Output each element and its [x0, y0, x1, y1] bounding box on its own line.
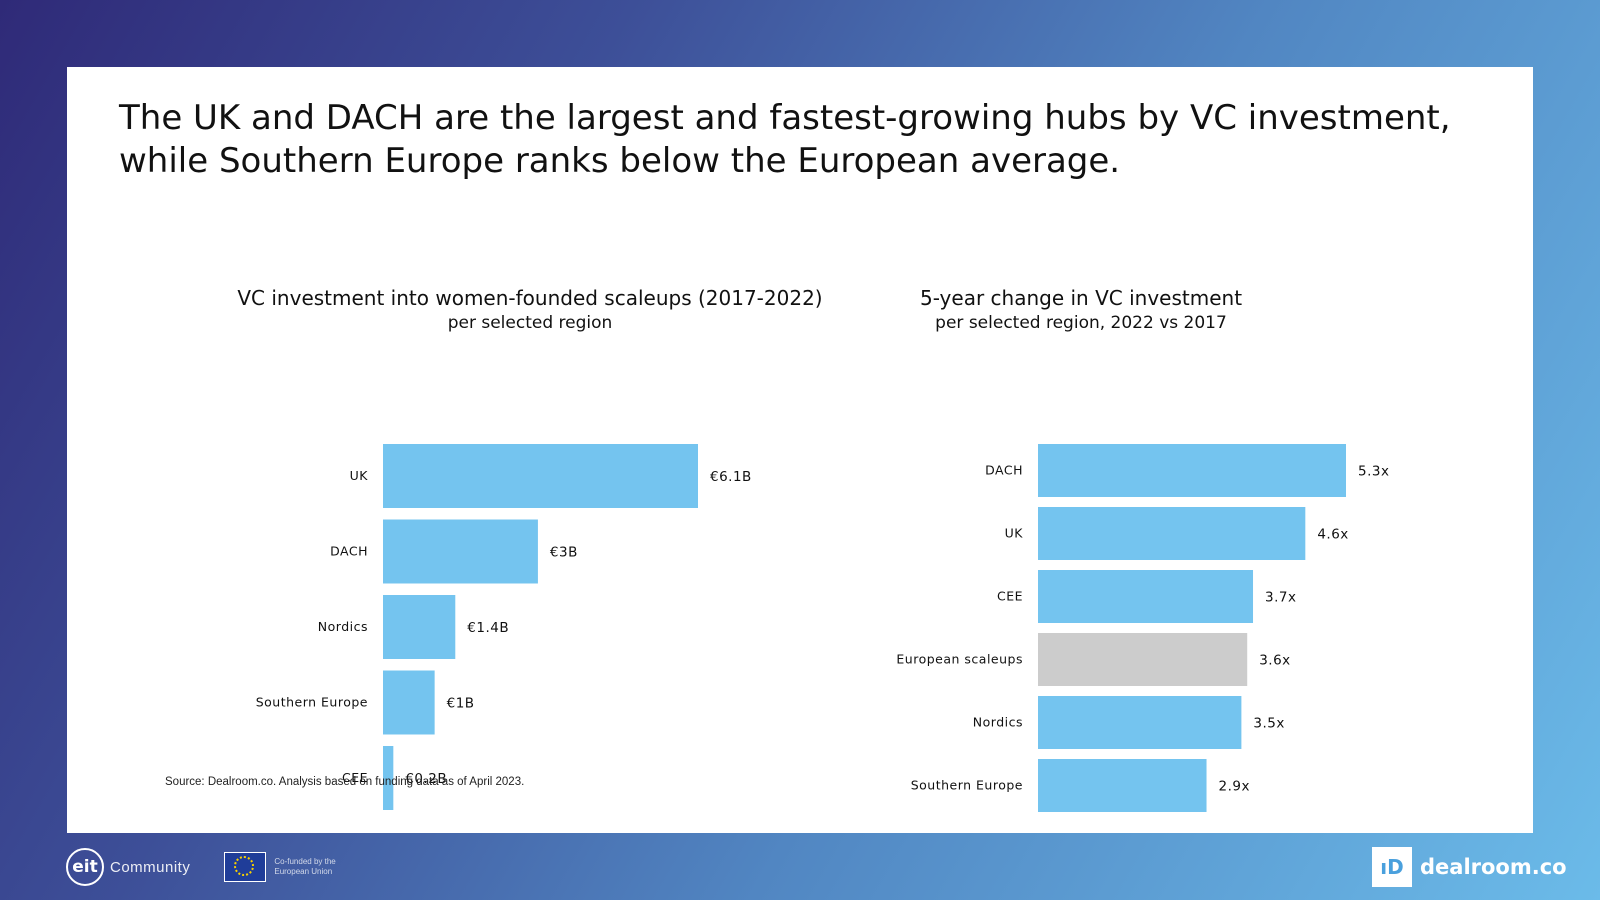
dealroom-brand-name: dealroom.co — [1420, 855, 1567, 879]
chart2-value-label: 3.6x — [1259, 653, 1290, 669]
chart2-category-label: CEE — [997, 589, 1023, 604]
chart2-bar-4 — [1038, 696, 1242, 749]
eit-logo-icon: eit — [66, 848, 104, 886]
chart2-category-label: European scaleups — [896, 652, 1023, 667]
chart2-title: 5-year change in VC investment — [919, 286, 1243, 310]
chart1-subtitle: per selected region — [447, 313, 613, 333]
chart1-category-label: CEE — [342, 770, 368, 785]
slide-headline: The UK and DACH are the largest and fast… — [119, 97, 1451, 183]
chart1-bar-3 — [383, 670, 435, 735]
chart2-category-label: Southern Europe — [911, 778, 1023, 793]
chart1-category-label: DACH — [330, 544, 368, 559]
chart1-category-label: Nordics — [318, 619, 368, 634]
chart1-title: VC investment into women-founded scaleup… — [237, 286, 823, 310]
chart2-bar-3 — [1038, 633, 1248, 686]
chart2-value-label: 3.7x — [1265, 590, 1296, 606]
eu-cofunded-text: Co-funded by the European Union — [274, 857, 335, 877]
chart2-bar-2 — [1038, 570, 1254, 623]
chart1-investment-bars: UK €6.1B DACH €3B Nordics €1.4B Southern Europ… — [256, 444, 752, 810]
eu-text-line-1: Co-funded by the — [274, 857, 336, 866]
chart1-bar-4 — [383, 746, 394, 810]
chart1-bar-2 — [383, 595, 456, 659]
chart2-value-label: 5.3x — [1358, 464, 1389, 480]
source-note: Source: Dealroom.co. Analysis based on f… — [165, 776, 525, 788]
headline-line-2: while Southern Europe ranks below the Eu… — [119, 141, 1121, 181]
chart1-value-label: €6.1B — [710, 469, 752, 485]
eit-community-label: Community — [110, 858, 191, 876]
chart2-category-label: UK — [1005, 526, 1024, 541]
chart1-value-label: €1B — [447, 696, 475, 712]
chart1-bar-0 — [383, 444, 698, 508]
chart2-bar-1 — [1038, 507, 1306, 560]
chart1-value-label: €3B — [550, 545, 578, 561]
chart1-category-label: UK — [350, 468, 369, 483]
chart2-value-label: 3.5x — [1253, 716, 1284, 732]
eu-flag-icon — [224, 852, 267, 882]
chart1-bar-1 — [383, 519, 538, 584]
eu-text-line-2: European Union — [274, 867, 333, 876]
headline-line-1: The UK and DACH are the largest and fast… — [119, 98, 1451, 138]
chart2-title-block: 5-year change in VC investment per selec… — [871, 285, 1291, 335]
chart1-value-label: €0.2B — [405, 771, 447, 787]
chart2-subtitle: per selected region, 2022 vs 2017 — [935, 313, 1227, 333]
chart1-value-label: €1.4B — [467, 620, 509, 636]
chart2-value-label: 2.9x — [1219, 779, 1250, 795]
chart2-bar-5 — [1038, 759, 1207, 812]
chart2-value-label: 4.6x — [1317, 527, 1348, 543]
chart2-category-label: Nordics — [973, 715, 1023, 730]
chart1-title-block: VC investment into women-founded scaleup… — [207, 285, 853, 335]
footer-partner-logos: eit Community Co-funded by the European … — [66, 846, 336, 888]
dealroom-logo-icon: ıD — [1372, 847, 1412, 887]
dealroom-logo: ıD dealroom.co — [1372, 846, 1567, 888]
slide-card: The UK and DACH are the largest and fast… — [67, 67, 1533, 833]
chart2-growth-bars: DACH 5.3x UK 4.6x CEE 3.7x European scaleups 3.… — [896, 444, 1389, 812]
chart2-bar-0 — [1038, 444, 1346, 497]
chart1-category-label: Southern Europe — [256, 695, 368, 710]
chart2-category-label: DACH — [985, 463, 1023, 478]
